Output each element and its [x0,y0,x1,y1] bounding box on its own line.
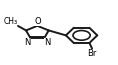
Text: Br: Br [87,49,97,58]
Text: CH₃: CH₃ [3,17,17,26]
Text: O: O [34,17,41,26]
Text: N: N [45,38,51,47]
Text: N: N [24,38,30,47]
